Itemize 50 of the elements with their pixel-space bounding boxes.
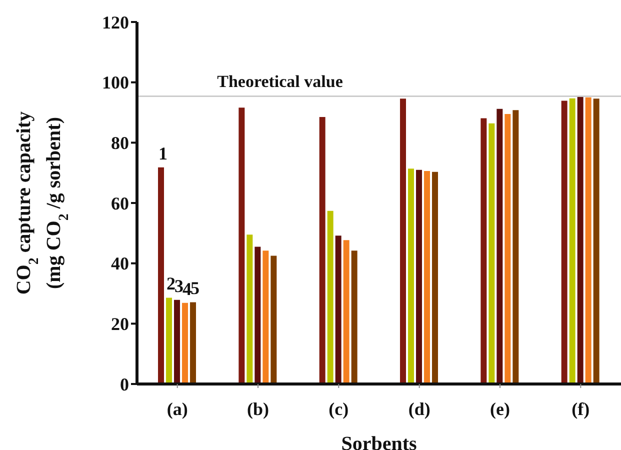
bar (480, 118, 487, 384)
y-tick-label: 100 (102, 72, 129, 93)
x-tick-label: (d) (408, 398, 430, 419)
bar (512, 110, 519, 384)
bar (335, 236, 342, 384)
bar (262, 250, 269, 384)
y-tick-label: 60 (111, 193, 129, 214)
series-label: 1 (158, 143, 168, 164)
bar (238, 108, 245, 384)
x-tick-label: (b) (247, 398, 270, 419)
bar (327, 210, 334, 384)
ref-line-label: Theoretical value (217, 72, 344, 92)
bar (577, 96, 584, 384)
bar (174, 300, 180, 384)
bar (504, 114, 511, 384)
bar (400, 98, 406, 384)
y-tick-label: 0 (120, 374, 129, 394)
series-label: 4 (182, 278, 192, 299)
y-tick-label: 120 (102, 12, 129, 32)
bar (254, 246, 261, 384)
bar (166, 298, 172, 384)
bar (488, 123, 495, 384)
bar (246, 234, 253, 384)
bar (319, 117, 326, 384)
x-tick-label: (c) (328, 398, 349, 419)
bar (593, 98, 600, 384)
bar (424, 171, 430, 384)
bar (408, 168, 414, 384)
bar (182, 302, 188, 384)
series-label: 2 (166, 274, 176, 294)
bar (416, 170, 422, 384)
bar (190, 302, 196, 384)
series-label: 3 (174, 276, 184, 296)
y-tick-label: 20 (111, 314, 129, 334)
y-tick-label: 80 (111, 133, 129, 154)
x-tick-label: (a) (166, 398, 188, 419)
x-axis-title: Sorbents (341, 433, 417, 450)
bar (270, 256, 277, 384)
bar (343, 240, 350, 384)
bar (158, 167, 164, 384)
bar (496, 108, 503, 384)
bar (561, 100, 568, 384)
x-tick-label: (e) (490, 398, 510, 419)
x-tick-label: (f) (572, 398, 590, 419)
bar (585, 97, 592, 384)
bar (351, 250, 358, 384)
bar (569, 98, 576, 384)
y-tick-label: 40 (111, 254, 129, 274)
series-label: 5 (190, 278, 200, 298)
bar (432, 172, 438, 384)
